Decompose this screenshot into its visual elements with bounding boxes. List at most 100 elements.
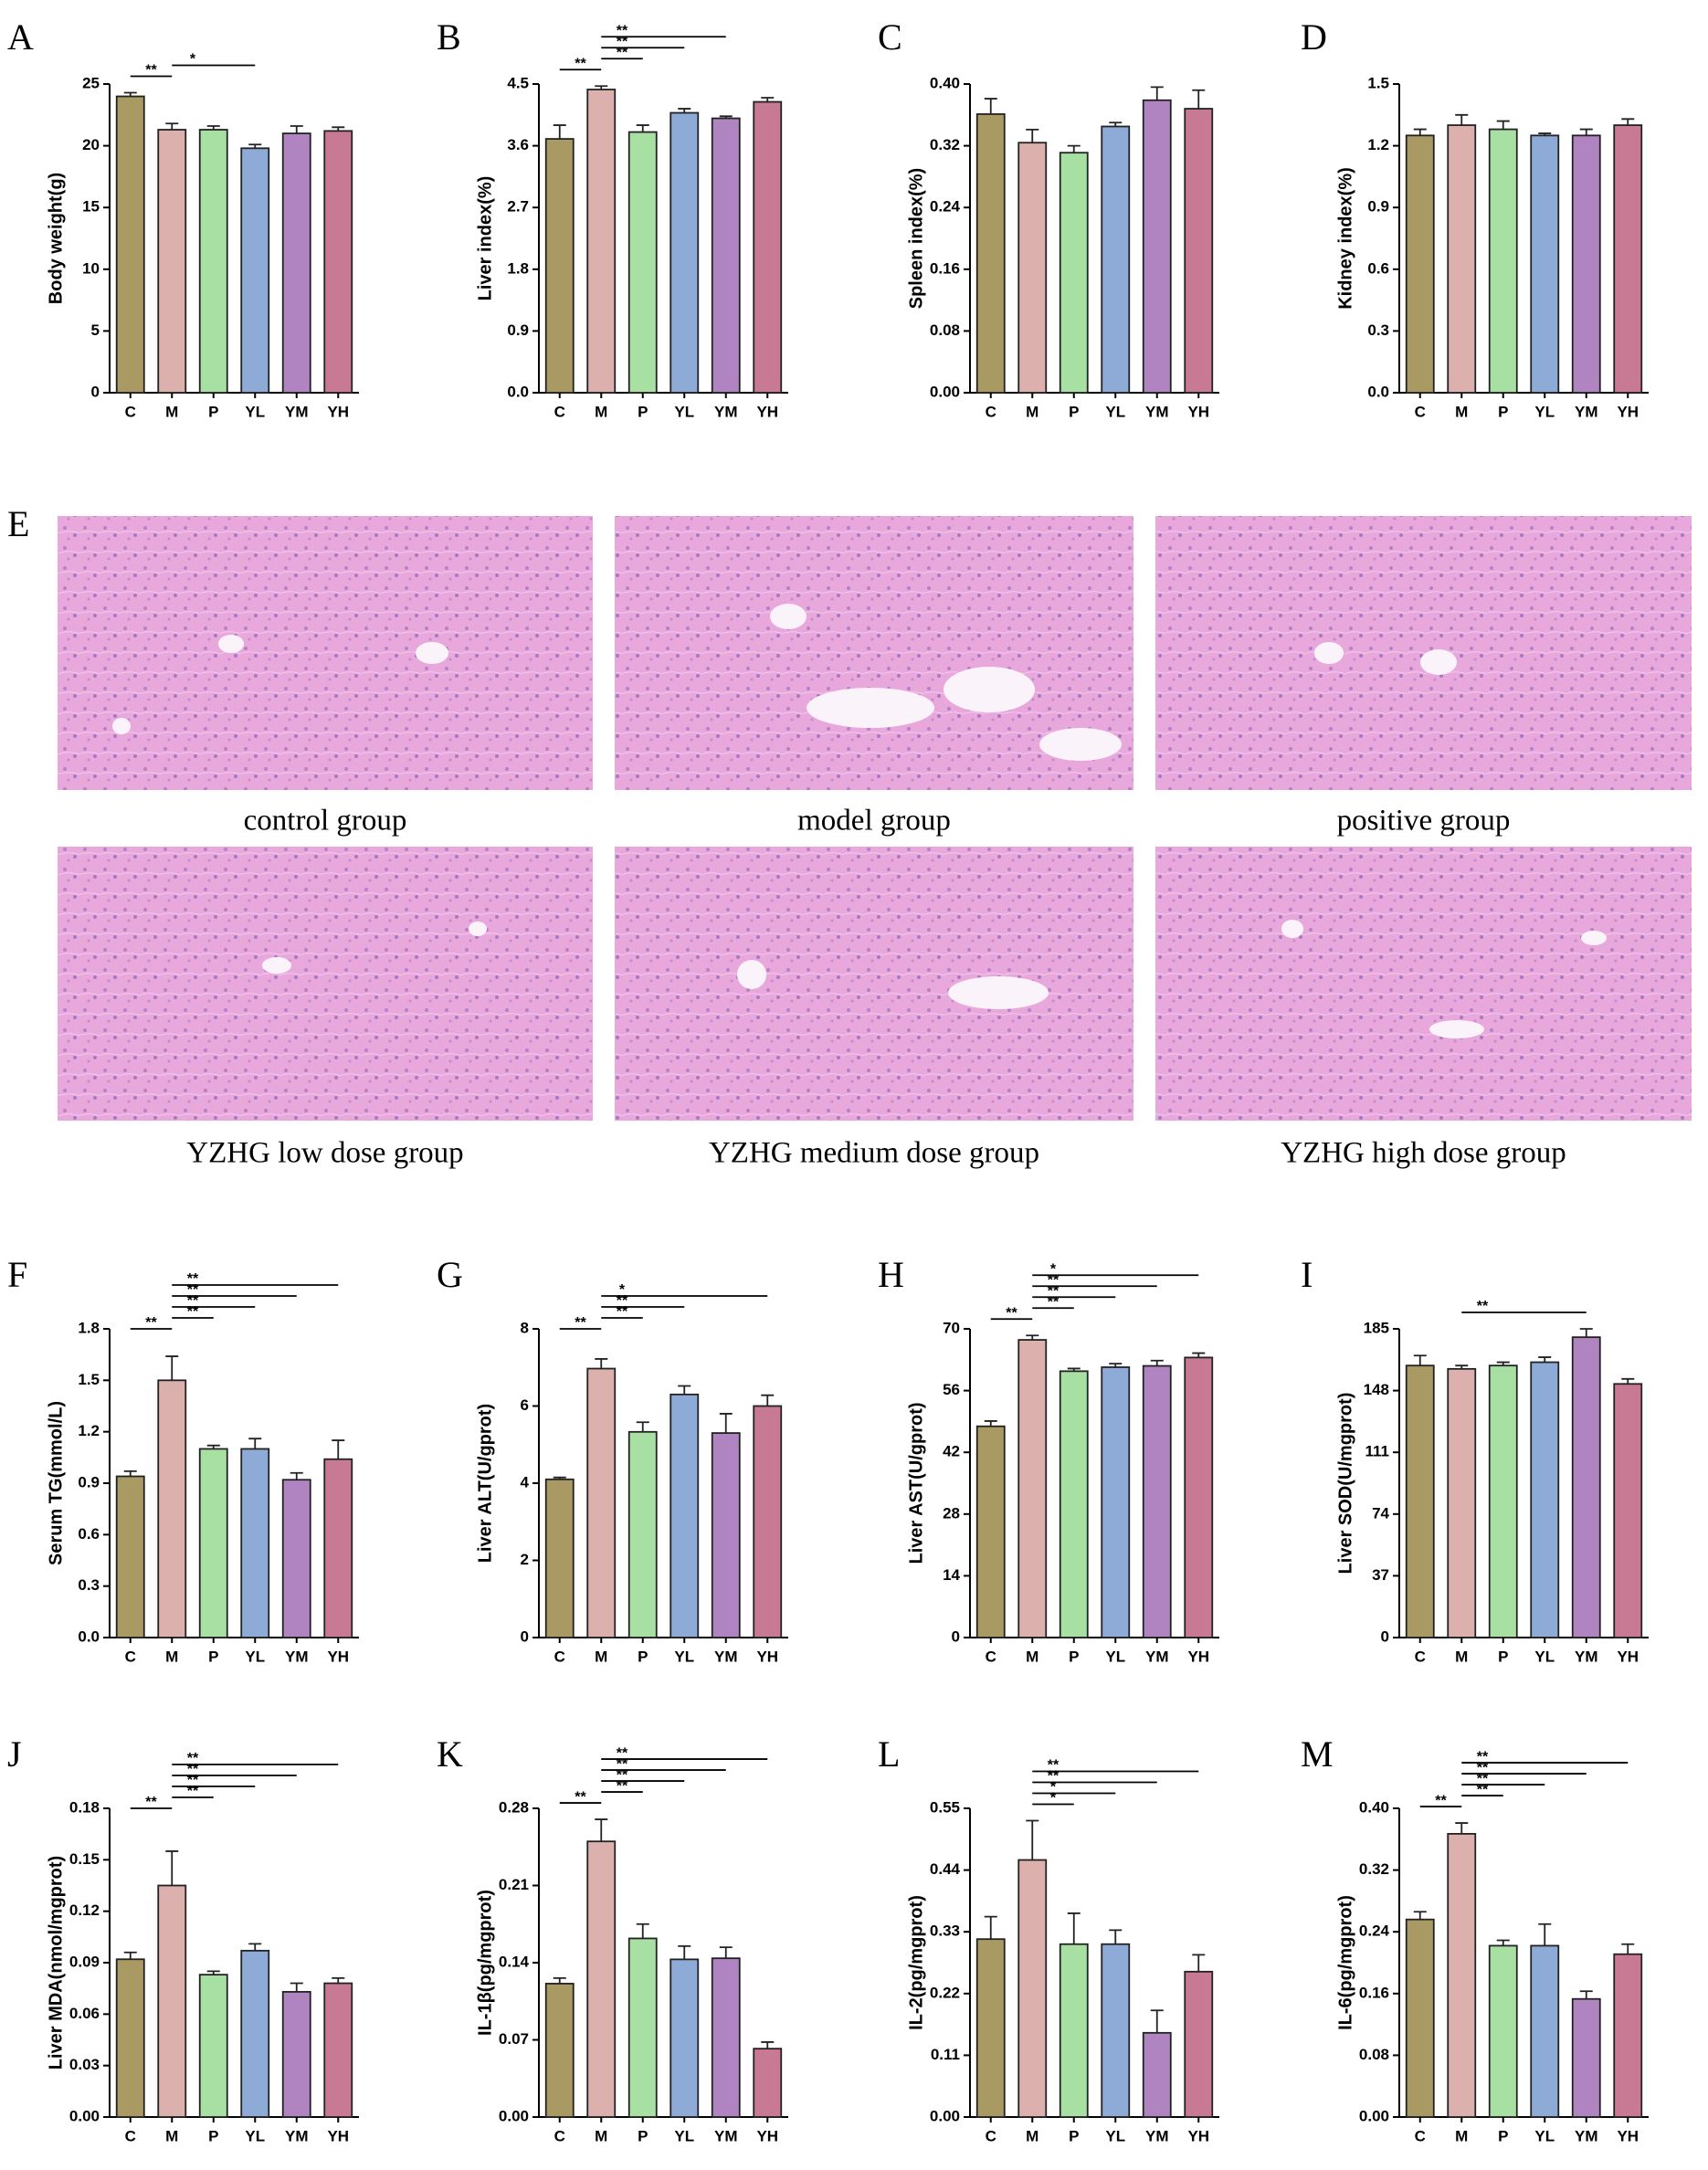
bar	[281, 1479, 311, 1638]
x-tick-label: YL	[1105, 1648, 1125, 1665]
y-tick-label: 0.00	[930, 383, 960, 400]
bar	[1613, 1383, 1643, 1638]
error-bar	[1026, 1819, 1039, 1860]
vessel	[1039, 728, 1122, 761]
tissue	[58, 516, 593, 790]
x-tick-label: YM	[285, 2127, 309, 2144]
bar	[1142, 1364, 1172, 1638]
x-tick-label: P	[208, 1648, 218, 1665]
vessel	[948, 976, 1049, 1009]
x-tick-label: YM	[714, 1648, 738, 1665]
significance-label: *	[1050, 1261, 1057, 1277]
error-bar	[1150, 86, 1164, 100]
caption: YZHG high dose group	[1281, 1137, 1566, 1170]
y-tick-label: 28	[943, 1504, 960, 1522]
error-bar	[1538, 132, 1552, 136]
significance-label: **	[1477, 1771, 1489, 1786]
bar	[157, 1379, 187, 1638]
bar	[544, 138, 575, 394]
x-tick-label: C	[125, 1648, 136, 1665]
vessel	[218, 635, 244, 653]
x-tick-label: YM	[714, 403, 738, 420]
error-bar	[165, 1355, 179, 1381]
x-tick-label: YM	[1145, 403, 1169, 420]
x-tick-label: YM	[1575, 2127, 1598, 2144]
y-tick-label: 1.8	[78, 1319, 100, 1336]
error-bar	[719, 115, 733, 119]
panel-letter: E	[7, 503, 29, 544]
y-tick-label: 0.08	[930, 321, 960, 339]
error-bar	[1496, 120, 1510, 130]
error-bar	[761, 2041, 775, 2049]
x-tick-label: M	[595, 403, 607, 420]
bar	[115, 1958, 145, 2118]
y-tick-label: 0.3	[1367, 321, 1389, 339]
y-tick-label: 0.00	[1359, 2107, 1389, 2124]
panel-letter: M	[1301, 1733, 1334, 1775]
y-tick-label: 0.32	[1359, 1860, 1389, 1878]
significance-label: **	[145, 1315, 157, 1331]
panel-letter: L	[878, 1733, 900, 1775]
vessel	[1314, 642, 1344, 664]
error-bar	[1496, 1361, 1510, 1366]
y-tick-label: 0.15	[69, 1850, 100, 1868]
y-axis-label: Liver MDA(nmol/mgprot)	[46, 1856, 66, 2070]
error-bar	[1621, 1943, 1635, 1954]
x-tick-label: YH	[1187, 403, 1209, 420]
error-bar	[1150, 2009, 1164, 2033]
x-tick-label: P	[1069, 403, 1079, 420]
x-tick-label: YH	[327, 1648, 349, 1665]
bar	[975, 1425, 1006, 1638]
error-bar	[1413, 1911, 1427, 1920]
x-tick-label: C	[554, 2127, 565, 2144]
error-bar	[332, 1977, 345, 1984]
bar	[586, 89, 617, 394]
bar	[627, 1937, 658, 2118]
y-tick-label: 0	[1381, 1628, 1389, 1645]
x-tick-label: YH	[1617, 2127, 1639, 2144]
error-bar	[332, 1439, 345, 1459]
y-tick-label: 0.00	[499, 2107, 529, 2124]
x-tick-label: P	[1498, 1648, 1508, 1665]
bar	[1101, 1366, 1131, 1638]
error-bar	[1538, 1356, 1552, 1363]
x-tick-label: M	[595, 1648, 607, 1665]
vessel	[1581, 931, 1607, 945]
error-bar	[1621, 118, 1635, 126]
x-tick-label: C	[125, 403, 136, 420]
error-bar	[1109, 1363, 1123, 1368]
y-tick-label: 0.3	[78, 1576, 100, 1594]
y-tick-label: 0.09	[69, 1953, 100, 1970]
y-tick-label: 0.12	[69, 1901, 100, 1919]
error-bar	[984, 98, 997, 114]
y-tick-label: 0.33	[930, 1922, 960, 1940]
vessel	[416, 642, 448, 664]
significance-label: **	[187, 1271, 199, 1287]
error-bar	[595, 85, 608, 90]
bar	[281, 132, 311, 394]
y-tick-label: 0.00	[69, 2107, 100, 2124]
x-tick-label: YM	[714, 2127, 738, 2144]
significance-label: **	[617, 1756, 628, 1772]
error-bar	[206, 1970, 220, 1975]
x-tick-label: C	[986, 2127, 996, 2144]
y-tick-label: 1.5	[1367, 74, 1389, 91]
significance-label: **	[1477, 1299, 1489, 1314]
histology-image	[58, 847, 593, 1121]
error-bar	[984, 1915, 997, 1940]
significance-label: **	[1006, 1305, 1017, 1321]
error-bar	[1579, 128, 1593, 136]
y-tick-label: 0.06	[69, 2005, 100, 2022]
x-tick-label: M	[1455, 1648, 1468, 1665]
significance-label: **	[145, 1795, 157, 1810]
error-bar	[290, 1982, 303, 1992]
y-axis-label: Liver index(%)	[475, 176, 495, 301]
y-tick-label: 1.8	[507, 259, 529, 277]
x-tick-label: M	[165, 2127, 178, 2144]
x-tick-label: C	[554, 1648, 565, 1665]
y-tick-label: 0.14	[499, 1953, 530, 1970]
y-axis-label: Spleen index(%)	[906, 168, 926, 309]
x-tick-label: YM	[1145, 2127, 1169, 2144]
x-tick-label: C	[1415, 403, 1426, 420]
x-tick-label: M	[1455, 2127, 1468, 2144]
